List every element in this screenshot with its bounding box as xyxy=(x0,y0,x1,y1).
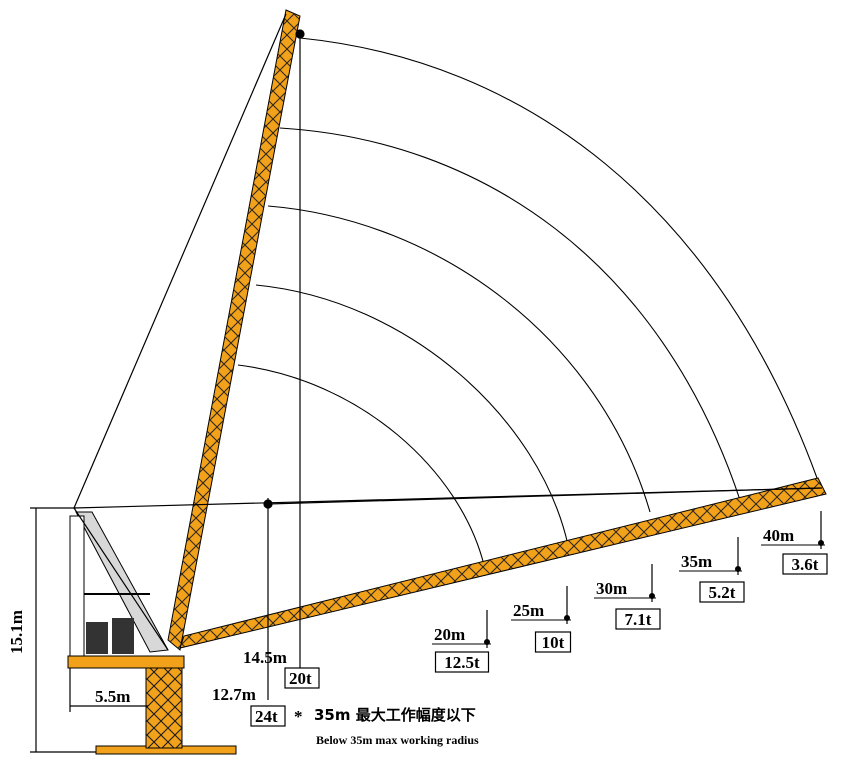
crane-tower xyxy=(67,655,237,755)
note-asterisk: * xyxy=(294,707,303,726)
horizontal-jib xyxy=(179,477,827,649)
height-label: 15.1m xyxy=(7,610,26,654)
arc-25m xyxy=(255,284,569,546)
stay-cables xyxy=(73,13,823,651)
capacity-point: 20m 12.5t xyxy=(432,610,491,673)
radius-label: 40m xyxy=(763,526,794,545)
load-box xyxy=(699,581,745,603)
cap-24-label: 24t xyxy=(255,707,278,726)
cap-20-box xyxy=(284,667,320,689)
counter-jib xyxy=(69,511,169,657)
load-box xyxy=(534,631,572,653)
load-label: 10t xyxy=(542,633,565,652)
capacity-point: 40m 3.6t xyxy=(761,511,828,575)
load-label: 3.6t xyxy=(792,555,819,574)
arc-30m xyxy=(267,205,651,513)
capacity-point: 30m 7.1t xyxy=(594,564,661,630)
arc-20m xyxy=(237,364,485,566)
radius-label: 25m xyxy=(513,601,544,620)
load-box xyxy=(434,651,490,673)
radius-arcs xyxy=(237,37,823,566)
cap-24-box xyxy=(250,705,286,727)
tail-radius-label: 5.5m xyxy=(95,687,130,706)
note-english: Below 35m max working radius xyxy=(316,733,479,747)
capacity-point: 35m 5.2t xyxy=(679,537,745,603)
load-box xyxy=(782,553,828,575)
load-label: 7.1t xyxy=(625,610,652,629)
cap-20-label: 20t xyxy=(289,669,312,688)
radius-label: 35m xyxy=(681,552,712,571)
turntable xyxy=(67,655,185,669)
min-radius-b-label: 14.5m xyxy=(243,648,287,667)
radius-label: 30m xyxy=(596,579,627,598)
main-boom xyxy=(167,9,301,651)
arc-40m xyxy=(299,37,823,493)
load-label: 12.5t xyxy=(444,653,480,672)
note-chinese: 35m 最大工作幅度以下 xyxy=(314,706,476,724)
load-label: 5.2t xyxy=(709,583,736,602)
hook-lines xyxy=(263,29,305,700)
capacity-points: 20m 12.5t 25m 10t 30m 7.1t 35m 5.2t 40m 3.6t xyxy=(432,511,828,673)
radius-label: 20m xyxy=(434,625,465,644)
tail-radius-dimension xyxy=(69,668,148,712)
load-box xyxy=(615,608,661,630)
capacity-point: 25m 10t xyxy=(511,586,572,653)
height-dimension xyxy=(30,507,96,753)
arc-35m xyxy=(279,127,741,501)
min-radius-a-label: 12.7m xyxy=(212,685,256,704)
